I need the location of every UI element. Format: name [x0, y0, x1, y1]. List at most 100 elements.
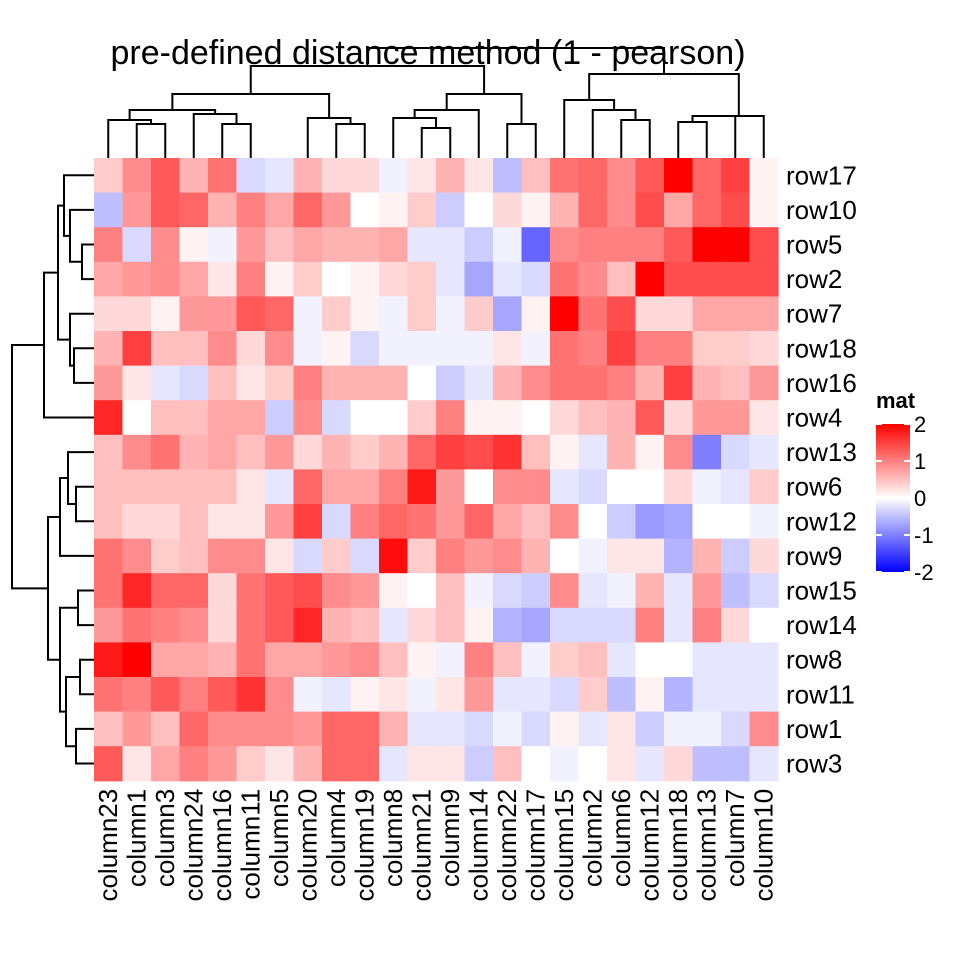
heatmap-cell [436, 677, 466, 713]
row-label: row5 [786, 230, 842, 260]
heatmap-cell [293, 192, 323, 228]
heatmap-cell [607, 504, 637, 540]
heatmap-cell [521, 158, 551, 194]
heatmap-cell [692, 261, 722, 297]
heatmap-cell [692, 158, 722, 194]
row-label: row10 [786, 195, 857, 225]
heatmap-cell [236, 573, 266, 609]
heatmap-cell [578, 677, 608, 713]
heatmap-cell [122, 261, 152, 297]
heatmap-cell [379, 677, 409, 713]
heatmap-cell [322, 504, 352, 540]
heatmap-cell [151, 400, 181, 436]
heatmap-cell [493, 538, 523, 574]
heatmap-cell [322, 227, 352, 263]
heatmap-cell [407, 504, 437, 540]
heatmap-cell [179, 331, 209, 367]
dendrogram-branch [135, 123, 167, 158]
heatmap-cell [208, 331, 238, 367]
heatmap-cell [550, 538, 580, 574]
heatmap-cell [692, 642, 722, 678]
heatmap-cell [521, 642, 551, 678]
heatmap-cell [550, 158, 580, 194]
heatmap-cell [122, 573, 152, 609]
heatmap-cell [122, 607, 152, 643]
heatmap-cell [664, 538, 694, 574]
heatmap-cell [436, 400, 466, 436]
heatmap-cell [664, 192, 694, 228]
heatmap-cell [721, 434, 751, 470]
heatmap-cell [322, 192, 352, 228]
heatmap-cell [322, 400, 352, 436]
heatmap-cell [721, 400, 751, 436]
heatmap-cell [236, 296, 266, 332]
dendrogram-branch [75, 727, 94, 765]
heatmap-cell [179, 400, 209, 436]
heatmap-cell [407, 642, 437, 678]
heatmap-cell [635, 261, 665, 297]
heatmap-cell [407, 400, 437, 436]
heatmap-cell [635, 227, 665, 263]
heatmap-cell [550, 469, 580, 505]
heatmap-cell [436, 261, 466, 297]
heatmap-cell [635, 434, 665, 470]
heatmap-cell [692, 677, 722, 713]
column-labels: column23column1column3column24column16co… [93, 789, 779, 902]
column-label: column9 [435, 789, 465, 887]
heatmap-cell [493, 365, 523, 401]
heatmap-cell [94, 711, 124, 747]
heatmap-cell [208, 192, 238, 228]
heatmap-cell [721, 711, 751, 747]
heatmap-cell [436, 227, 466, 263]
heatmap-cell [721, 158, 751, 194]
heatmap-cell [635, 296, 665, 332]
heatmap-cell [521, 746, 551, 782]
heatmap-cell [236, 469, 266, 505]
heatmap-cell [407, 158, 437, 194]
heatmap-cell [692, 227, 722, 263]
heatmap-cell [607, 434, 637, 470]
heatmap-cell [550, 573, 580, 609]
heatmap-cell [578, 158, 608, 194]
heatmap-cell [379, 400, 409, 436]
heatmap-cell [350, 504, 380, 540]
heatmap-cell [293, 227, 323, 263]
heatmap-cell [493, 158, 523, 194]
heatmap-cell [521, 331, 551, 367]
heatmap-cell [407, 261, 437, 297]
heatmap-cell [208, 746, 238, 782]
heatmap-cell [94, 677, 124, 713]
heatmap-cell [578, 192, 608, 228]
heatmap-cell [692, 434, 722, 470]
heatmap-cell [521, 573, 551, 609]
heatmap-cell [208, 296, 238, 332]
legend-tick-label: -1 [914, 523, 934, 548]
heatmap-cell [578, 365, 608, 401]
heatmap-cell [607, 296, 637, 332]
heatmap-cell [749, 711, 779, 747]
heatmap-cell [749, 746, 779, 782]
heatmap-cell [122, 192, 152, 228]
heatmap-cell [293, 261, 323, 297]
heatmap-cell [265, 296, 295, 332]
column-label: column18 [663, 789, 693, 902]
heatmap-cell [550, 434, 580, 470]
heatmap-cell [664, 711, 694, 747]
heatmap-cell [436, 642, 466, 678]
heatmap-cell [664, 400, 694, 436]
heatmap-cell [179, 677, 209, 713]
heatmap-cell [94, 365, 124, 401]
heatmap-cell [122, 227, 152, 263]
heatmap-cell [322, 573, 352, 609]
heatmap-cell [293, 469, 323, 505]
heatmap-cell [208, 227, 238, 263]
heatmap-cell [635, 677, 665, 713]
heatmap-cell [550, 296, 580, 332]
heatmap-cell [94, 227, 124, 263]
heatmap-cell [635, 469, 665, 505]
row-label: row14 [786, 610, 857, 640]
heatmap-cell [550, 261, 580, 297]
column-label: column22 [492, 789, 522, 902]
heatmap-cell [635, 158, 665, 194]
